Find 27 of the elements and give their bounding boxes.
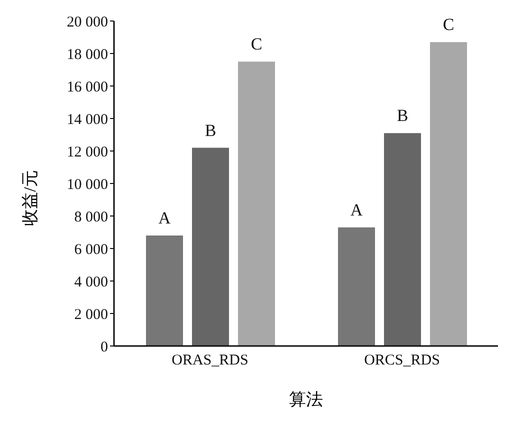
x-tick-label: ORAS_RDS (172, 352, 248, 369)
bar (430, 42, 467, 346)
text: C (442, 15, 454, 34)
text: A (350, 200, 363, 220)
y-tick-label: 14 000 (66, 112, 108, 128)
y-tick-label: 20 000 (66, 14, 108, 30)
series-label: A (158, 208, 172, 228)
bar (146, 236, 183, 346)
x-tick-label: ORCS_RDS (364, 352, 440, 369)
bar (384, 133, 421, 346)
y-tick-label: 4 000 (74, 274, 108, 290)
x-axis-title: 算法 (288, 389, 324, 411)
y-tick-label: 2 000 (74, 306, 108, 323)
bar (192, 148, 229, 346)
y-tick-label: 6 000 (74, 242, 108, 258)
series-label: C (250, 34, 262, 54)
series-label: B (204, 120, 216, 140)
text: B (396, 106, 408, 126)
y-tick-label: 0 (100, 339, 108, 356)
y-axis-title: 收益/元 (20, 170, 40, 226)
bar (238, 62, 275, 346)
y-tick-label: 18 000 (66, 46, 108, 63)
y-tick-label: 12 000 (66, 144, 108, 160)
y-tick-label: 10 000 (66, 176, 108, 193)
y-tick-label: 16 000 (66, 79, 108, 96)
bar (338, 227, 375, 346)
y-tick-label: 8 000 (74, 209, 108, 226)
